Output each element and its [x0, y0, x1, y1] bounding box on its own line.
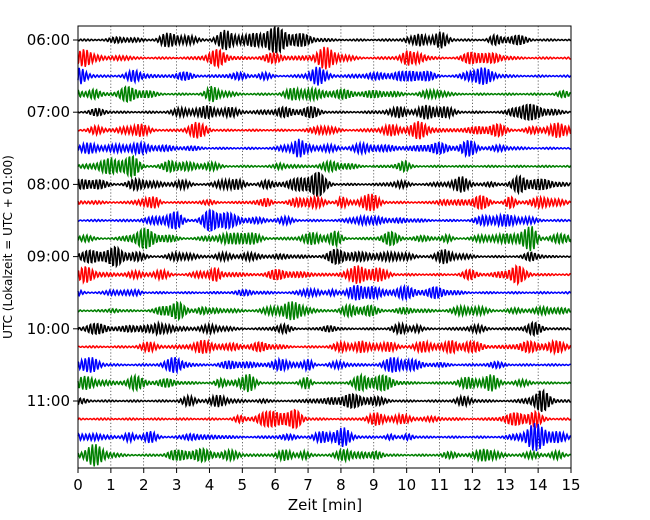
x-tick-label: 2	[139, 476, 149, 494]
trace-0700	[77, 103, 572, 121]
y-tick-label: 10:00	[27, 320, 70, 338]
x-tick-label: 3	[172, 476, 182, 494]
trace-0715	[77, 121, 572, 140]
grid-layer	[110, 26, 539, 468]
trace-1000	[77, 319, 572, 338]
trace-0900	[77, 245, 572, 269]
trace-0800	[77, 171, 571, 197]
y-tick-label: 09:00	[27, 248, 70, 266]
x-tick-label: 14	[529, 476, 548, 494]
trace-0615	[77, 46, 572, 70]
y-axis-label: UTC (Lokalzeit = UTC + 01:00)	[1, 155, 15, 339]
y-tick-label: 08:00	[27, 175, 70, 193]
trace-0600	[77, 26, 572, 55]
x-tick-label: 13	[496, 476, 515, 494]
x-tick-label: 6	[270, 476, 280, 494]
plot-frame	[77, 25, 572, 469]
y-axis-ticks: 06:00 07:00 08:00 09:00 10:00 11:00	[27, 31, 78, 410]
x-tick-label: 15	[561, 476, 580, 494]
y-tick-label: 06:00	[27, 31, 70, 49]
trace-1030	[77, 356, 571, 375]
y-tick-label: 11:00	[27, 392, 70, 410]
trace-0945	[77, 300, 571, 322]
trace-1115	[77, 408, 572, 430]
x-tick-label: 8	[336, 476, 346, 494]
trace-0930	[77, 283, 572, 302]
trace-0630	[77, 66, 572, 86]
trace-0730	[77, 138, 572, 159]
trace-0645	[77, 85, 571, 104]
x-tick-label: 12	[463, 476, 482, 494]
trace-1045	[77, 372, 572, 393]
x-tick-label: 1	[106, 476, 116, 494]
trace-1100	[77, 388, 571, 413]
x-tick-label: 7	[303, 476, 313, 494]
x-tick-label: 11	[430, 476, 449, 494]
trace-0915	[77, 263, 571, 287]
trace-1145	[77, 444, 572, 467]
trace-1130	[77, 422, 572, 452]
x-tick-label: 9	[369, 476, 379, 494]
trace-0745	[77, 154, 572, 180]
x-axis-ticks: 0 1 2 3 4 5 6 7 8 9 10 11 12 13 14 15	[73, 468, 581, 494]
trace-0815	[77, 193, 572, 212]
x-tick-label: 0	[73, 476, 83, 494]
trace-layer	[77, 26, 572, 467]
x-axis-label: Zeit [min]	[288, 496, 362, 514]
trace-1015	[77, 338, 572, 356]
x-tick-label: 10	[397, 476, 416, 494]
x-tick-label: 5	[238, 476, 248, 494]
y-tick-label: 07:00	[27, 103, 70, 121]
trace-0845	[77, 226, 572, 252]
trace-0830	[77, 209, 571, 232]
x-tick-label: 4	[205, 476, 215, 494]
